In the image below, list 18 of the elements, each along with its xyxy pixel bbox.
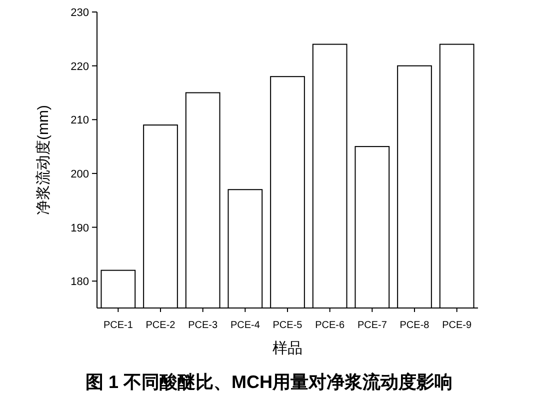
y-tick-label: 200 — [70, 168, 89, 180]
x-tick-label: PCE-8 — [400, 320, 430, 331]
y-tick-label: 220 — [70, 60, 89, 73]
x-tick-label: PCE-5 — [272, 320, 303, 331]
y-axis-title: 净浆流动度(mm) — [35, 105, 52, 215]
caption: 图 1 不同酸醚比、MCH用量对净浆流动度影响 — [85, 372, 453, 392]
x-tick-label: PCE-2 — [146, 320, 176, 331]
x-tick-label: PCE-4 — [230, 320, 260, 331]
y-tick-label: 190 — [70, 222, 89, 234]
x-tick-label: PCE-7 — [357, 320, 388, 331]
y-tick-label: 230 — [70, 7, 89, 19]
x-tick-label: PCE-9 — [442, 320, 472, 331]
x-axis-title: 样品 — [272, 340, 302, 357]
x-tick-label: PCE-1 — [103, 320, 134, 331]
y-tick-label: 180 — [70, 276, 89, 288]
x-tick-label: PCE-6 — [315, 320, 345, 331]
y-tick-label: 210 — [70, 114, 89, 127]
x-tick-label: PCE-3 — [188, 320, 218, 331]
